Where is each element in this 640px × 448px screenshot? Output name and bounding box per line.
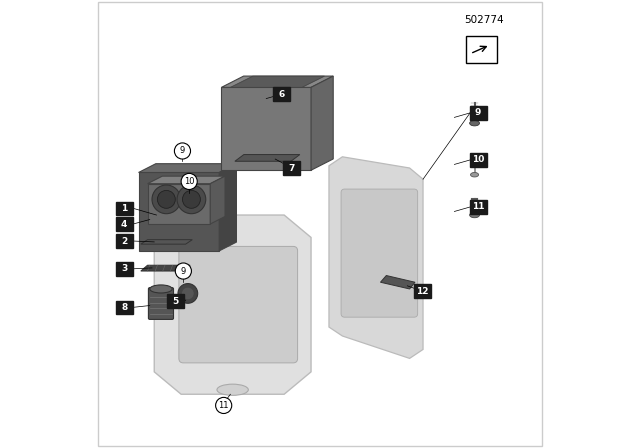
FancyBboxPatch shape: [470, 153, 486, 167]
Text: 8: 8: [121, 303, 127, 312]
Polygon shape: [154, 215, 311, 394]
Circle shape: [178, 284, 198, 303]
Text: 2: 2: [121, 237, 127, 246]
Ellipse shape: [470, 212, 479, 218]
Polygon shape: [380, 276, 415, 289]
Polygon shape: [139, 164, 236, 172]
Polygon shape: [141, 265, 190, 271]
Polygon shape: [221, 76, 333, 87]
Circle shape: [181, 173, 197, 190]
Polygon shape: [235, 155, 300, 161]
FancyBboxPatch shape: [167, 294, 184, 308]
Text: 12: 12: [416, 287, 428, 296]
Circle shape: [157, 190, 175, 208]
Circle shape: [152, 185, 180, 214]
Text: 4: 4: [121, 220, 127, 228]
Circle shape: [182, 287, 194, 300]
Text: 6: 6: [279, 90, 285, 99]
FancyBboxPatch shape: [116, 234, 132, 248]
Polygon shape: [210, 176, 225, 224]
FancyBboxPatch shape: [470, 106, 486, 120]
Text: 10: 10: [472, 155, 484, 164]
Polygon shape: [148, 176, 225, 184]
Text: 502774: 502774: [464, 15, 503, 25]
Circle shape: [182, 190, 200, 208]
FancyBboxPatch shape: [273, 87, 291, 101]
Text: 3: 3: [121, 264, 127, 273]
Polygon shape: [148, 184, 210, 224]
Polygon shape: [466, 36, 497, 63]
Text: 11: 11: [472, 202, 484, 211]
Ellipse shape: [217, 384, 248, 396]
FancyBboxPatch shape: [116, 301, 132, 314]
Circle shape: [174, 143, 191, 159]
Polygon shape: [230, 76, 324, 87]
Circle shape: [216, 397, 232, 414]
Ellipse shape: [150, 285, 172, 293]
Circle shape: [177, 185, 206, 214]
Ellipse shape: [470, 172, 479, 177]
Text: 10: 10: [184, 177, 195, 186]
Polygon shape: [141, 240, 192, 244]
Text: 9: 9: [475, 108, 481, 117]
Polygon shape: [221, 87, 311, 170]
FancyBboxPatch shape: [413, 284, 431, 298]
Text: 5: 5: [173, 297, 179, 306]
Ellipse shape: [470, 121, 479, 126]
FancyBboxPatch shape: [148, 288, 173, 319]
FancyBboxPatch shape: [116, 217, 132, 231]
FancyBboxPatch shape: [179, 246, 298, 363]
Text: 11: 11: [218, 401, 229, 410]
Polygon shape: [139, 172, 220, 251]
Circle shape: [175, 263, 191, 279]
Polygon shape: [329, 157, 423, 358]
Text: 1: 1: [121, 204, 127, 213]
FancyBboxPatch shape: [341, 189, 418, 317]
Text: 9: 9: [180, 146, 185, 155]
FancyBboxPatch shape: [470, 200, 486, 214]
FancyBboxPatch shape: [116, 202, 132, 215]
Text: 9: 9: [180, 267, 186, 276]
Polygon shape: [311, 76, 333, 170]
FancyBboxPatch shape: [116, 262, 132, 276]
Polygon shape: [220, 164, 236, 251]
Text: 7: 7: [289, 164, 295, 172]
FancyBboxPatch shape: [284, 161, 300, 175]
